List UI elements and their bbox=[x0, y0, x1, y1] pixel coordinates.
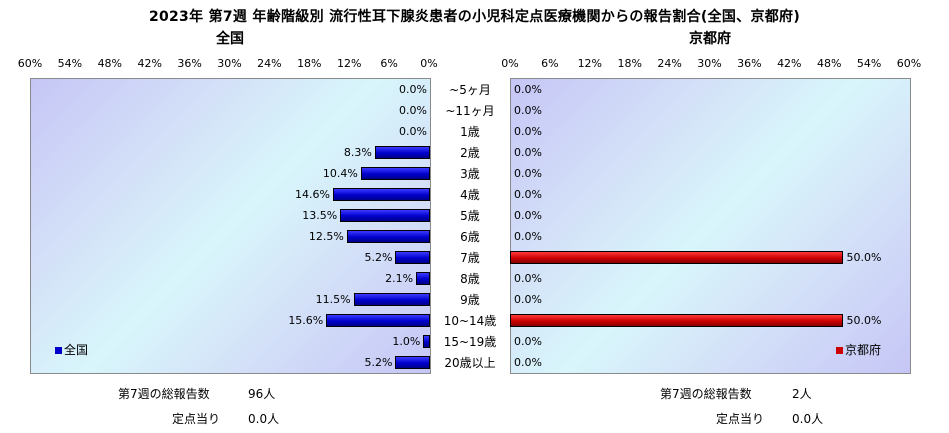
national-x-tick: 36% bbox=[177, 57, 202, 70]
national-total-value: 96人 bbox=[248, 387, 276, 401]
chart-title: 2023年 第7週 年齢階級別 流行性耳下腺炎患者の小児科定点医療機関からの報告… bbox=[148, 9, 801, 25]
kyoto-panel-title: 京都府 bbox=[689, 31, 731, 47]
national-value-label: 0.0% bbox=[399, 124, 427, 138]
kyoto-legend-swatch bbox=[836, 346, 843, 354]
national-value-label: 12.5% bbox=[308, 229, 344, 243]
national-bar bbox=[374, 146, 430, 159]
kyoto-value-label: 0.0% bbox=[514, 292, 542, 306]
national-value-label: 10.4% bbox=[322, 166, 358, 180]
national-bar bbox=[360, 167, 430, 180]
national-bar bbox=[395, 356, 430, 369]
kyoto-value-label: 0.0% bbox=[514, 271, 542, 285]
national-bar bbox=[340, 209, 430, 222]
kyoto-value-label: 0.0% bbox=[514, 208, 542, 222]
national-plot-area bbox=[30, 78, 431, 374]
national-x-tick: 54% bbox=[57, 57, 83, 70]
kyoto-value-label: 0.0% bbox=[514, 82, 542, 96]
national-value-label: 5.2% bbox=[364, 250, 393, 264]
age-category-label: 20歳以上 bbox=[444, 355, 496, 370]
age-category-label: 7歳 bbox=[460, 250, 480, 265]
national-x-tick: 6% bbox=[380, 57, 398, 70]
kyoto-value-label: 0.0% bbox=[514, 103, 542, 117]
kyoto-value-label: 0.0% bbox=[514, 355, 542, 369]
national-value-label: 14.6% bbox=[294, 187, 330, 201]
national-x-tick: 60% bbox=[17, 57, 43, 70]
kyoto-legend-label: 京都府 bbox=[845, 343, 882, 357]
national-legend-label: 全国 bbox=[64, 343, 89, 357]
national-per-label: 定点当り bbox=[172, 412, 221, 426]
national-legend-swatch bbox=[55, 346, 62, 354]
age-category-label: 8歳 bbox=[460, 271, 480, 286]
national-bar bbox=[326, 314, 430, 327]
national-value-label: 2.1% bbox=[385, 271, 414, 285]
national-value-label: 13.5% bbox=[302, 208, 338, 222]
age-category-label: 3歳 bbox=[460, 166, 480, 181]
national-value-label: 8.3% bbox=[343, 145, 372, 159]
kyoto-value-label: 50.0% bbox=[846, 250, 882, 264]
national-value-label: 1.0% bbox=[392, 334, 421, 348]
national-x-tick: 12% bbox=[336, 57, 362, 70]
national-bar bbox=[346, 230, 430, 243]
national-total-label: 第7週の総報告数 bbox=[118, 387, 210, 401]
national-bar bbox=[353, 293, 430, 306]
kyoto-x-tick: 42% bbox=[777, 57, 802, 70]
kyoto-x-tick: 36% bbox=[737, 57, 762, 70]
age-category-label: 2歳 bbox=[460, 145, 480, 160]
national-value-label: 15.6% bbox=[288, 313, 324, 327]
national-x-tick: 0% bbox=[420, 57, 438, 70]
kyoto-value-label: 0.0% bbox=[514, 229, 542, 243]
kyoto-total-label: 第7週の総報告数 bbox=[660, 387, 752, 401]
kyoto-x-tick: 60% bbox=[896, 57, 922, 70]
age-category-label: 1歳 bbox=[460, 124, 480, 139]
age-category-label: ~5ヶ月 bbox=[449, 82, 491, 97]
kyoto-x-tick: 24% bbox=[657, 57, 682, 70]
kyoto-value-label: 0.0% bbox=[514, 166, 542, 180]
national-bar bbox=[395, 251, 430, 264]
national-value-label: 0.0% bbox=[399, 103, 427, 117]
age-category-label: 6歳 bbox=[460, 229, 480, 244]
kyoto-plot-area bbox=[510, 78, 911, 374]
kyoto-x-tick: 18% bbox=[617, 57, 642, 70]
national-x-tick: 30% bbox=[217, 57, 242, 70]
kyoto-per-value: 0.0人 bbox=[792, 412, 824, 426]
national-value-label: 0.0% bbox=[399, 82, 427, 96]
age-category-label: 4歳 bbox=[460, 187, 480, 202]
national-bar bbox=[423, 335, 430, 348]
kyoto-per-label: 定点当り bbox=[716, 412, 765, 426]
age-category-label: ~11ヶ月 bbox=[445, 103, 495, 118]
kyoto-bar bbox=[510, 314, 843, 327]
kyoto-value-label: 0.0% bbox=[514, 145, 542, 159]
national-per-value: 0.0人 bbox=[248, 412, 280, 426]
kyoto-value-label: 50.0% bbox=[846, 313, 882, 327]
national-legend: 全国 bbox=[55, 343, 88, 357]
kyoto-x-tick: 0% bbox=[501, 57, 519, 70]
national-value-label: 5.2% bbox=[364, 355, 393, 369]
kyoto-value-label: 0.0% bbox=[514, 124, 542, 138]
age-category-label: 5歳 bbox=[460, 208, 480, 223]
national-x-tick: 24% bbox=[257, 57, 282, 70]
kyoto-x-tick: 6% bbox=[541, 57, 559, 70]
kyoto-total-value: 2人 bbox=[792, 387, 812, 401]
age-category-label: 15~19歳 bbox=[443, 334, 497, 349]
kyoto-x-tick: 54% bbox=[856, 57, 882, 70]
national-x-tick: 18% bbox=[297, 57, 322, 70]
national-panel-title: 全国 bbox=[216, 31, 244, 47]
national-value-label: 11.5% bbox=[315, 292, 351, 306]
kyoto-x-tick: 48% bbox=[816, 57, 842, 70]
kyoto-x-tick: 12% bbox=[577, 57, 603, 70]
kyoto-legend: 京都府 bbox=[836, 343, 881, 357]
national-bar bbox=[416, 272, 430, 285]
national-bar bbox=[332, 188, 430, 201]
kyoto-value-label: 0.0% bbox=[514, 334, 542, 348]
national-x-tick: 48% bbox=[97, 57, 123, 70]
age-category-label: 10~14歳 bbox=[443, 313, 497, 328]
national-x-tick: 42% bbox=[137, 57, 162, 70]
kyoto-value-label: 0.0% bbox=[514, 187, 542, 201]
kyoto-x-tick: 30% bbox=[697, 57, 722, 70]
age-category-label: 9歳 bbox=[460, 292, 480, 307]
kyoto-bar bbox=[510, 251, 843, 264]
